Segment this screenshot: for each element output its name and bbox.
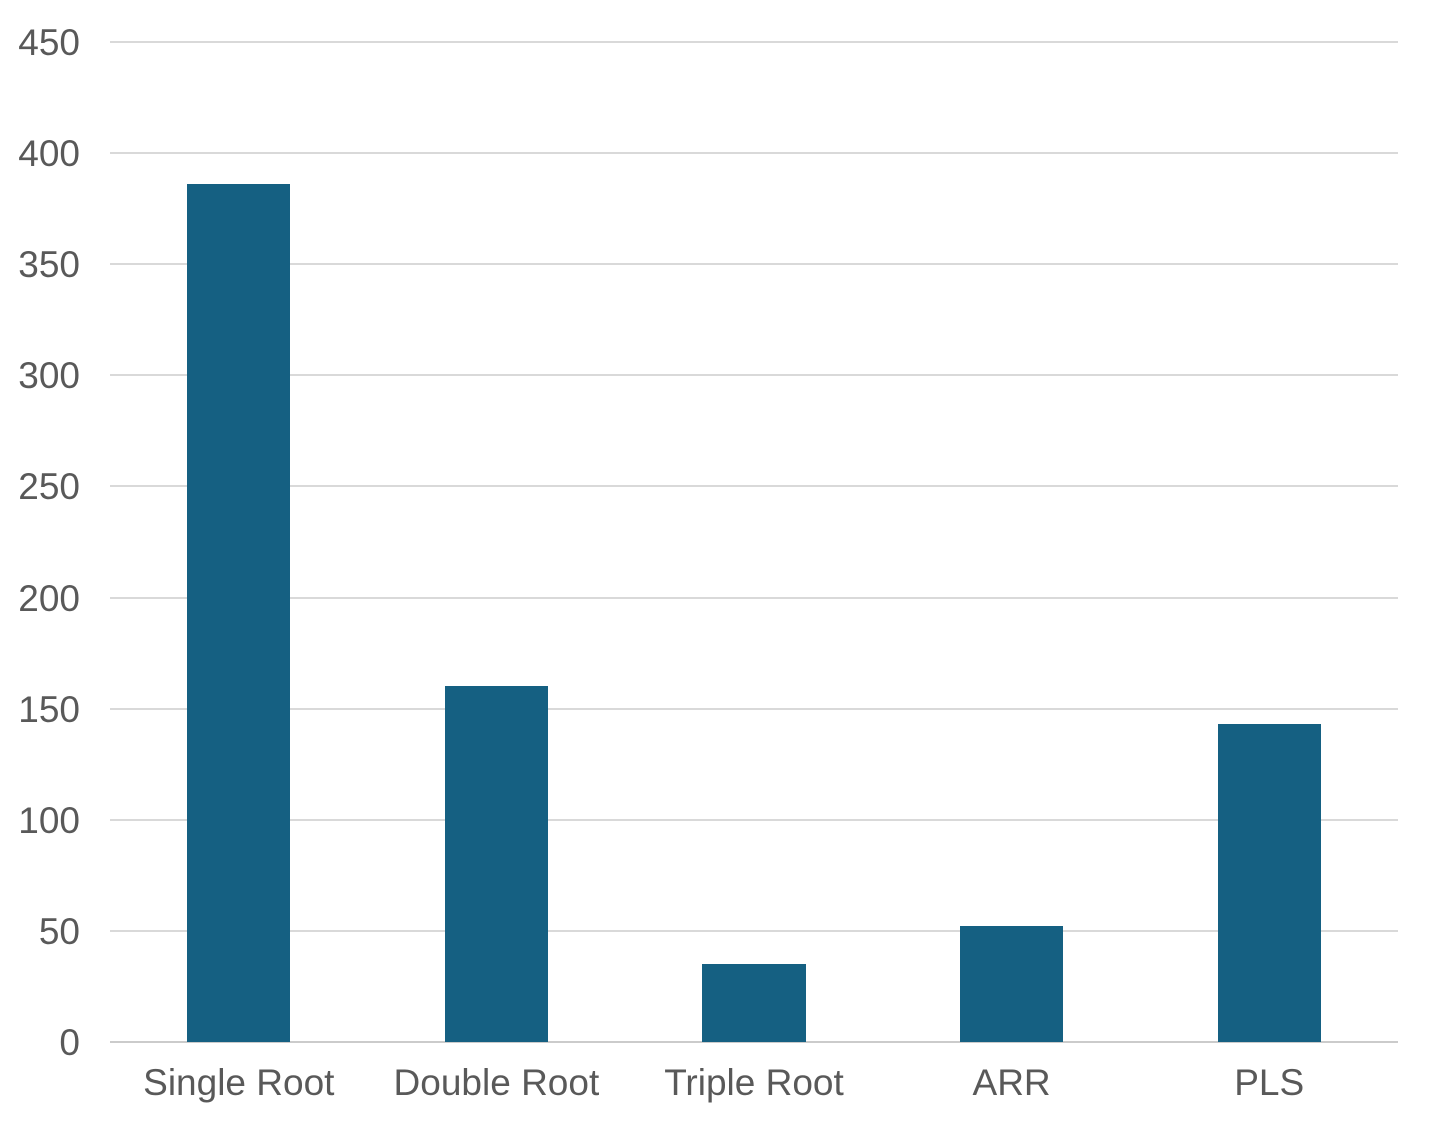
y-tick-label: 300 [18,355,80,397]
gridline [110,485,1398,488]
gridline [110,152,1398,155]
x-tick-label: PLS [1234,1062,1305,1103]
gridline [110,929,1398,932]
bar-single-root [187,184,291,1042]
x-tick-label: Single Root [143,1062,335,1103]
gridline [110,707,1398,710]
gridline [110,41,1398,43]
bar-double-root [444,686,548,1042]
bar-pls [1217,724,1321,1042]
x-axis-line [110,1041,1398,1043]
bar-arr [960,926,1064,1042]
x-tick-label: ARR [972,1062,1051,1103]
gridline [110,263,1398,266]
y-tick-label: 50 [38,910,80,952]
y-tick-label: 200 [18,577,80,619]
y-tick-label: 0 [59,1022,80,1063]
gridline [110,374,1398,377]
x-tick-label: Double Root [393,1062,600,1103]
y-tick-label: 400 [18,133,80,175]
y-tick-label: 450 [18,22,80,63]
y-tick-label: 100 [18,799,80,841]
gridline [110,596,1398,599]
bar-triple-root [702,964,806,1042]
y-tick-label: 250 [18,466,80,508]
gridline [110,818,1398,821]
y-tick-label: 150 [18,688,80,730]
x-tick-label: Triple Root [664,1062,844,1103]
y-tick-label: 350 [18,244,80,286]
